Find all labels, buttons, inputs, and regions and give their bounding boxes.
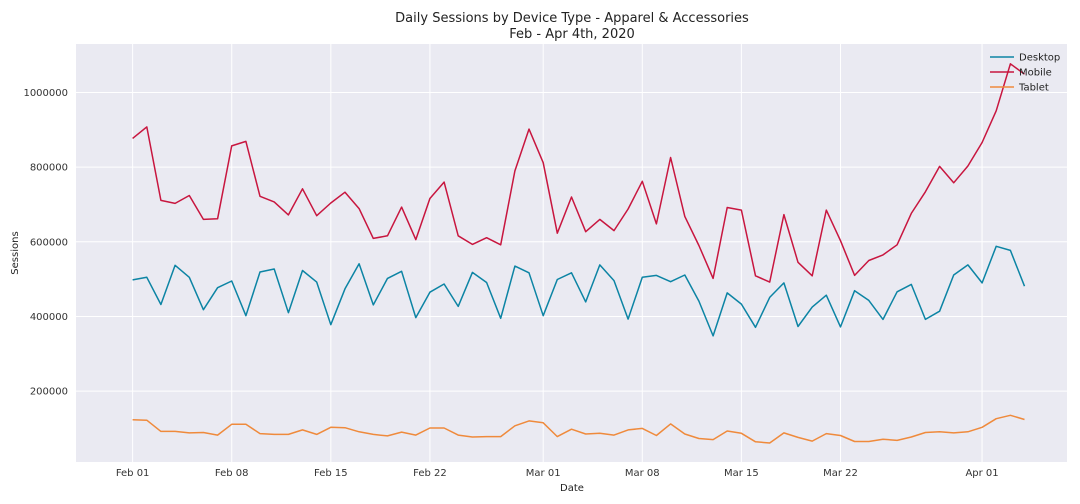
y-tick-label: 200000 bbox=[30, 387, 68, 398]
y-axis-label: Sessions bbox=[10, 231, 21, 274]
x-axis-label: Date bbox=[560, 483, 584, 494]
x-tick-label: Mar 15 bbox=[724, 468, 759, 479]
legend-label-mobile: Mobile bbox=[1019, 68, 1052, 79]
plot-area bbox=[76, 44, 1067, 462]
series-lines bbox=[132, 63, 1026, 444]
y-tick-label: 1000000 bbox=[23, 88, 68, 99]
x-tick-label: Apr 01 bbox=[965, 468, 998, 479]
series-line-tablet bbox=[132, 414, 1025, 444]
grid-lines bbox=[76, 44, 1067, 462]
y-tick-label: 600000 bbox=[30, 237, 68, 248]
x-tick-label: Feb 15 bbox=[314, 468, 348, 479]
y-tick-labels: 200000 400000 600000 800000 1000000 bbox=[23, 88, 68, 398]
x-tick-label: Mar 08 bbox=[625, 468, 660, 479]
series-line-mobile bbox=[132, 63, 1025, 283]
chart-subtitle: Feb - Apr 4th, 2020 bbox=[509, 27, 635, 42]
legend-label-desktop: Desktop bbox=[1019, 53, 1060, 64]
x-tick-label: Mar 22 bbox=[823, 468, 858, 479]
chart-title: Daily Sessions by Device Type - Apparel … bbox=[395, 11, 749, 26]
y-tick-label: 800000 bbox=[30, 163, 68, 174]
legend: Desktop Mobile Tablet bbox=[990, 53, 1060, 94]
legend-label-tablet: Tablet bbox=[1018, 83, 1049, 94]
x-tick-label: Mar 01 bbox=[526, 468, 561, 479]
series-line-desktop bbox=[132, 245, 1026, 337]
x-tick-labels: Feb 01 Feb 08 Feb 15 Feb 22 Mar 01 Mar 08 Mar … bbox=[116, 468, 999, 479]
y-tick-label: 400000 bbox=[30, 312, 68, 323]
x-tick-label: Feb 01 bbox=[116, 468, 150, 479]
x-tick-label: Feb 22 bbox=[413, 468, 447, 479]
x-tick-label: Feb 08 bbox=[215, 468, 249, 479]
